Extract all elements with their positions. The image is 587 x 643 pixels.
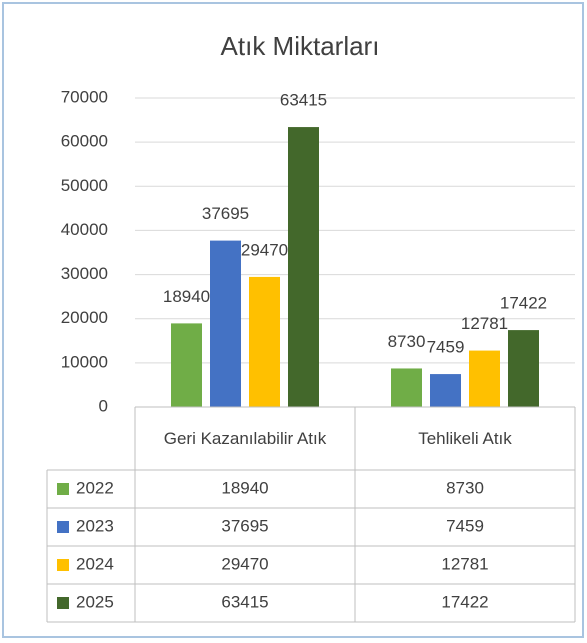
legend-label: 2023 <box>76 516 114 535</box>
x-tick-label: Tehlikeli Atık <box>418 428 512 448</box>
legend-key <box>57 521 69 533</box>
table-value: 18940 <box>221 478 268 497</box>
chart-title: Atık Miktarları <box>221 31 380 61</box>
x-tick-label-box: Geri Kazanılabilir Atık <box>163 428 327 448</box>
bar <box>171 323 202 407</box>
legend-label: 2025 <box>76 592 114 611</box>
data-label: 18940 <box>163 287 210 306</box>
table-value: 29470 <box>221 554 268 573</box>
y-tick-label: 10000 <box>61 352 108 371</box>
table-value: 12781 <box>441 554 488 573</box>
y-tick-label: 60000 <box>61 132 108 151</box>
y-tick-label: 30000 <box>61 264 108 283</box>
data-label: 12781 <box>461 314 508 333</box>
table-value: 17422 <box>441 592 488 611</box>
y-tick-label: 40000 <box>61 220 108 239</box>
data-label: 37695 <box>202 204 249 223</box>
table-value: 63415 <box>221 592 268 611</box>
data-label: 63415 <box>280 91 327 110</box>
legend-label: 2022 <box>76 478 114 497</box>
legend-key <box>57 559 69 571</box>
bar <box>391 368 422 407</box>
data-label: 29470 <box>241 240 288 259</box>
legend-key <box>57 597 69 609</box>
data-label: 8730 <box>388 332 426 351</box>
x-tick-label-box: Tehlikeli Atık <box>418 428 512 448</box>
data-label: 17422 <box>500 294 547 313</box>
table-value: 37695 <box>221 516 268 535</box>
bar <box>288 127 319 408</box>
y-tick-label: 50000 <box>61 176 108 195</box>
bar <box>508 330 539 407</box>
bar <box>469 350 500 407</box>
bar <box>430 374 461 407</box>
table-value: 7459 <box>446 516 484 535</box>
data-label: 7459 <box>427 338 465 357</box>
bar <box>249 276 280 407</box>
y-tick-label: 0 <box>99 396 108 415</box>
legend-key <box>57 483 69 495</box>
table-value: 8730 <box>446 478 484 497</box>
y-tick-label: 70000 <box>61 87 108 106</box>
legend-label: 2024 <box>76 554 114 573</box>
x-tick-label: Geri Kazanılabilir Atık <box>163 428 327 448</box>
bar <box>210 240 241 407</box>
y-tick-label: 20000 <box>61 308 108 327</box>
